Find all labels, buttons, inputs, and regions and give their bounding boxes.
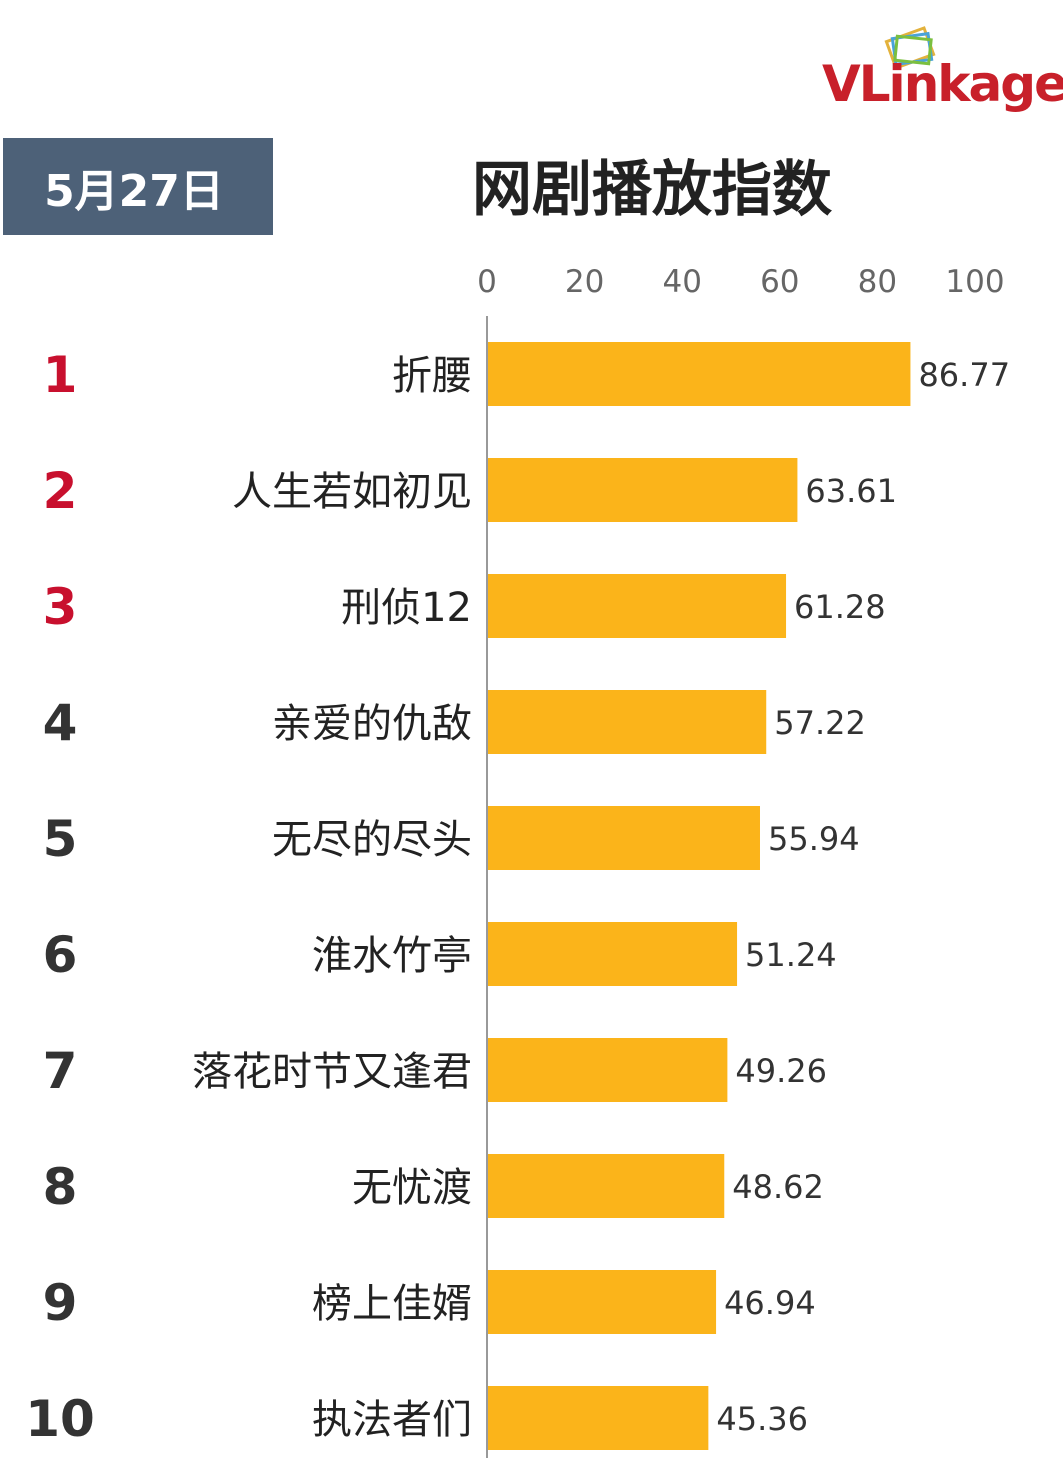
logo-frames-icon [884, 26, 936, 70]
category-label-5: 无尽的尽头 [272, 817, 472, 863]
tick-label-0: 0 [477, 264, 497, 300]
date-label: 5月27日 [44, 165, 224, 217]
value-label-5: 55.94 [768, 820, 860, 858]
rank-label-8: 8 [43, 1158, 78, 1216]
tick-labels: 0 20 40 60 80 100 [477, 264, 1004, 300]
value-label-10: 45.36 [716, 1400, 808, 1438]
chart-title: 网剧播放指数 [472, 155, 832, 225]
rank-label-3: 3 [43, 578, 78, 636]
bar-2 [487, 458, 798, 522]
rank-label-7: 7 [43, 1042, 78, 1100]
tick-label-20: 20 [565, 264, 604, 300]
bar-10 [487, 1386, 709, 1450]
rank-label-9: 9 [43, 1274, 78, 1332]
rank-label-4: 4 [43, 694, 78, 752]
category-label-4: 亲爱的仇敌 [272, 701, 472, 747]
date-badge: 5月27日 [3, 138, 273, 235]
rank-label-10: 10 [25, 1390, 95, 1448]
tick-label-40: 40 [662, 264, 701, 300]
rank-label-5: 5 [43, 810, 78, 868]
vlinkage-logo: VLinkage [820, 20, 1063, 120]
tick-label-100: 100 [945, 264, 1004, 300]
bar-5 [487, 806, 760, 870]
row-labels: 86.77 折腰 1 63.61 人生若如初见 2 61.28 刑侦12 3 57.22 亲爱的仇敌… [25, 346, 1010, 1448]
value-label-8: 48.62 [732, 1168, 824, 1206]
category-label-8: 无忧渡 [352, 1165, 472, 1211]
bar-8 [487, 1154, 725, 1218]
bar-3 [487, 574, 787, 638]
category-label-7: 落花时节又逢君 [192, 1049, 472, 1095]
bar-9 [487, 1270, 717, 1334]
tick-label-80: 80 [858, 264, 897, 300]
value-label-3: 61.28 [794, 588, 886, 626]
value-label-1: 86.77 [918, 356, 1010, 394]
category-label-1: 折腰 [392, 353, 472, 399]
value-label-6: 51.24 [745, 936, 837, 974]
bar-7 [487, 1038, 728, 1102]
tick-label-60: 60 [760, 264, 799, 300]
rank-label-6: 6 [43, 926, 78, 984]
value-label-7: 49.26 [735, 1052, 827, 1090]
category-label-2: 人生若如初见 [232, 469, 472, 515]
category-label-10: 执法者们 [312, 1397, 472, 1443]
category-label-3: 刑侦12 [341, 585, 472, 631]
bars [487, 342, 911, 1450]
rank-label-1: 1 [43, 346, 78, 404]
value-label-4: 57.22 [774, 704, 866, 742]
bar-1 [487, 342, 911, 406]
logo-text: VLinkage [822, 55, 1063, 113]
category-label-9: 榜上佳婿 [312, 1281, 472, 1327]
value-label-2: 63.61 [805, 472, 897, 510]
rank-label-2: 2 [43, 462, 78, 520]
category-label-6: 淮水竹亭 [312, 933, 472, 979]
bar-6 [487, 922, 738, 986]
bar-4 [487, 690, 767, 754]
value-label-9: 46.94 [724, 1284, 816, 1322]
